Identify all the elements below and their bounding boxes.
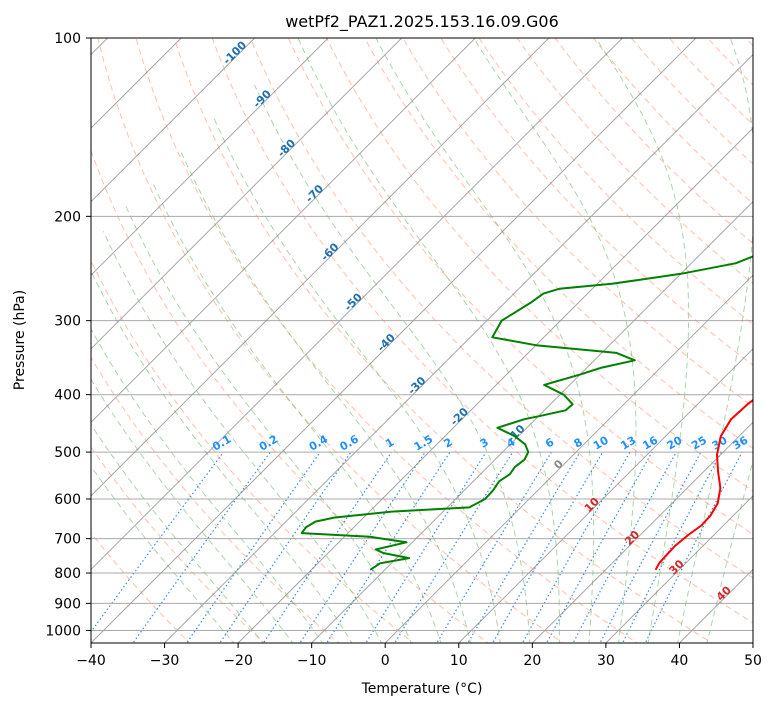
dry-adiabat: [364, 38, 753, 450]
isotherm-line: [311, 200, 753, 643]
moist-adiabat: [91, 423, 264, 643]
dry-adiabat: [630, 38, 753, 165]
dry-adiabat: [91, 259, 415, 643]
mixing-ratio-line: [467, 451, 581, 643]
mixing-ratio-line: [262, 451, 392, 643]
x-tick-label: 40: [671, 653, 689, 669]
x-tick-label: 30: [597, 653, 615, 669]
profile-lines: [300, 255, 753, 571]
moist-adiabat: [91, 378, 294, 643]
y-tick-label: 300: [54, 314, 81, 330]
moist-adiabat: [152, 183, 442, 643]
y-axis-title: Pressure (hPa): [12, 290, 28, 390]
temperature-profile: [654, 398, 753, 571]
moist-adiabat: [103, 231, 383, 643]
isotherm-line: [605, 495, 753, 643]
y-tick-label: 100: [54, 31, 81, 47]
dewpoint-profile: [300, 255, 753, 571]
x-tick-label: −20: [223, 653, 253, 669]
y-tick-label: 200: [54, 209, 81, 225]
x-tick-label: −10: [297, 653, 327, 669]
y-tick-label: 600: [54, 492, 81, 508]
dry-adiabat: [97, 38, 564, 643]
isotherm-line: [91, 38, 476, 424]
dry-adiabat: [135, 38, 639, 643]
x-tick-label: 50: [744, 653, 762, 669]
dry-adiabat: [402, 38, 753, 408]
isotherm-line: [531, 421, 753, 643]
axes: −40 −30 −20 −10 0 10 20 30 40 50 100 200 300 400 500 60…: [45, 31, 762, 669]
mixing-ratio-line: [325, 451, 451, 643]
mixing-ratio-line: [599, 451, 702, 643]
x-axis-title: Temperature (°C): [361, 681, 483, 697]
chart-title: wetPf2_PAZ1.2025.153.16.09.G06: [285, 12, 559, 32]
x-tick-label: −30: [150, 653, 180, 669]
y-tick-label: 900: [54, 596, 81, 612]
dry-adiabat: [91, 446, 265, 643]
dry-adiabat: [173, 38, 713, 643]
y-tick-label: 400: [54, 388, 81, 404]
dry-adiabat: [440, 38, 753, 366]
y-tick-label: 500: [54, 445, 81, 461]
isotherm-line: [91, 38, 697, 643]
isotherm-line: [91, 38, 403, 350]
moist-adiabat: [180, 152, 472, 643]
y-tick-label: 800: [54, 566, 81, 582]
x-tick-label: −40: [76, 653, 106, 669]
isotherm-line: [384, 274, 753, 643]
y-tick-label: 1000: [45, 623, 81, 639]
mixing-ratio-line: [91, 451, 224, 633]
dry-adiabat: [592, 38, 753, 205]
dry-adiabat: [91, 149, 489, 643]
isotherm-line: [91, 38, 256, 203]
plot-frame: [90, 37, 754, 644]
isotherm-line: [458, 348, 753, 643]
isotherm-line: [91, 38, 550, 497]
dry-adiabat: [478, 38, 753, 325]
moist-adiabat: [213, 116, 501, 643]
y-tick-label: 700: [54, 532, 81, 548]
moist-adiabat: [254, 84, 531, 643]
moist-adiabat: [125, 205, 412, 643]
background-lines: [91, 38, 753, 643]
isotherm-line: [237, 127, 753, 643]
mixing-ratio-line: [299, 451, 426, 643]
mixing-ratio-line: [621, 451, 722, 643]
x-tick-label: 10: [450, 653, 468, 669]
isotherm-line: [164, 53, 753, 643]
x-tick-label: 0: [381, 653, 390, 669]
mixing-ratio-line: [132, 451, 271, 643]
moist-adiabat: [91, 327, 323, 643]
mixing-ratio-line: [185, 451, 321, 643]
isotherm-line: [91, 38, 329, 276]
x-tick-label: 20: [523, 653, 541, 669]
isotherm-line: [91, 38, 623, 571]
mixing-ratio-line: [219, 451, 352, 643]
mixing-ratio-line: [394, 451, 514, 643]
moist-adiabat: [91, 270, 353, 643]
dry-adiabat: [249, 38, 753, 579]
mixing-ratio-line: [572, 451, 677, 643]
